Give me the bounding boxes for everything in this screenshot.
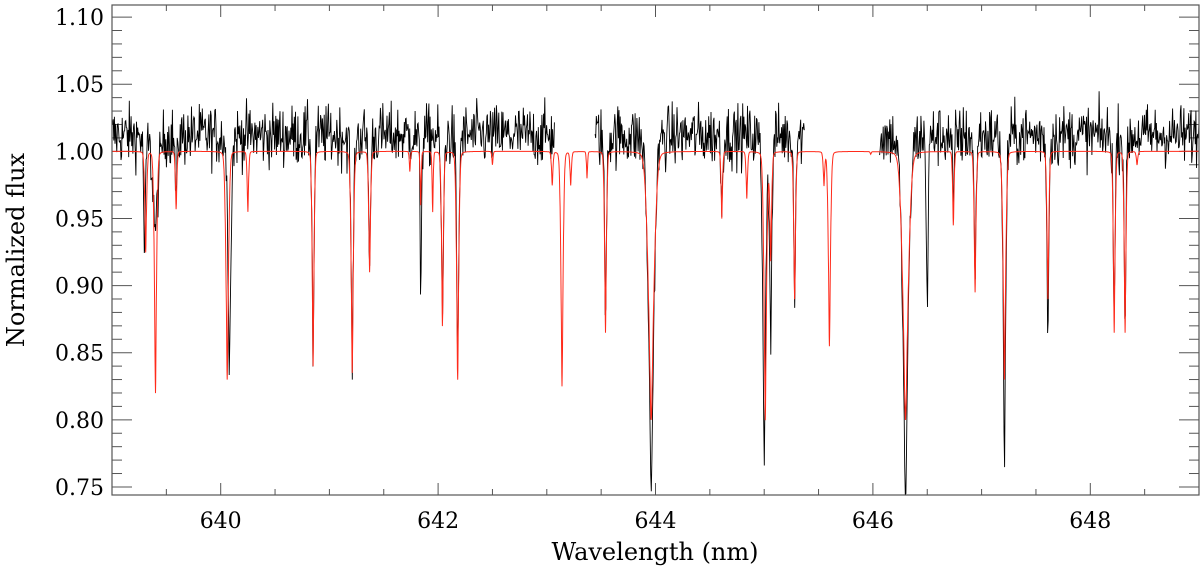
model-spectrum-line — [112, 150, 1199, 421]
y-tick-label: 1.10 — [55, 6, 104, 31]
y-tick-label: 0.90 — [55, 275, 104, 300]
x-tick-label: 644 — [635, 509, 677, 534]
y-tick-label: 0.80 — [55, 409, 104, 434]
plot-frame — [111, 4, 1200, 496]
x-tick-label: 648 — [1069, 509, 1111, 534]
y-tick-label: 1.05 — [55, 73, 104, 98]
x-tick-label: 646 — [852, 509, 894, 534]
y-tick-label: 1.00 — [55, 140, 104, 165]
y-tick-labels: 0.75 0.80 0.85 0.90 0.95 1.00 1.05 1.10 — [55, 6, 104, 501]
x-tick-label: 640 — [200, 509, 242, 534]
x-tick-labels: 640 642 644 646 648 — [200, 509, 1112, 534]
y-tick-label: 0.85 — [55, 342, 104, 367]
axis-ticks — [111, 5, 1200, 495]
plot-lines — [111, 91, 1200, 496]
x-axis-label: Wavelength (nm) — [551, 538, 758, 566]
y-tick-label: 0.75 — [55, 476, 104, 501]
y-tick-label: 0.95 — [55, 207, 104, 232]
x-tick-label: 642 — [417, 509, 459, 534]
y-axis-label: Normalized flux — [2, 152, 30, 347]
observed-spectrum-line — [111, 91, 1200, 496]
